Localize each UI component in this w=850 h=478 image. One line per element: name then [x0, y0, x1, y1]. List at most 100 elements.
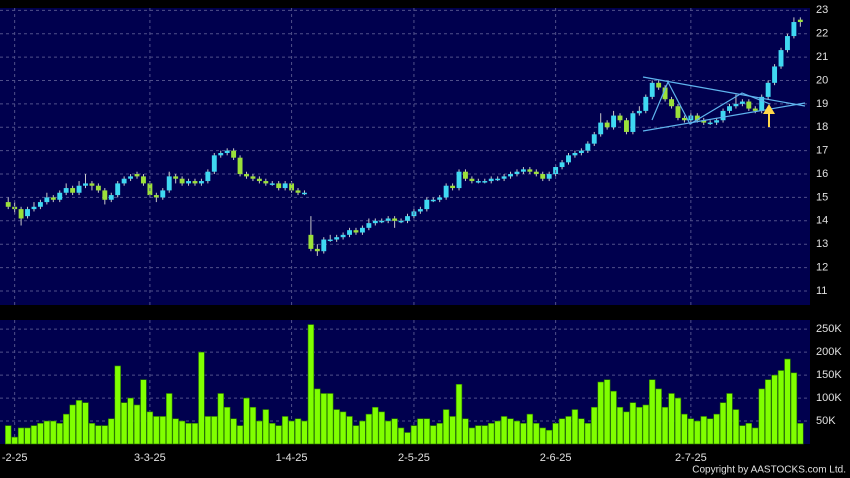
volume-bar — [642, 404, 649, 445]
y-tick-label: 14 — [816, 215, 828, 227]
candle-body — [456, 171, 462, 189]
x-tick-label: 2-5-25 — [398, 452, 430, 464]
candle-body — [630, 113, 636, 132]
candle-body — [347, 230, 352, 235]
candle-body — [720, 110, 726, 121]
volume-bar — [5, 425, 12, 445]
y-tick-label: 50K — [816, 415, 836, 427]
y-tick-label: 250K — [816, 323, 842, 335]
candle-body — [398, 220, 404, 223]
volume-bar — [552, 423, 559, 445]
candle-body — [121, 178, 127, 184]
volume-bar — [172, 418, 179, 445]
candle-body — [37, 202, 43, 207]
volume-bar — [50, 420, 57, 445]
y-tick-label: 20 — [816, 74, 828, 86]
candle-body — [656, 82, 662, 88]
volume-bar — [269, 423, 276, 445]
candle-body — [533, 171, 539, 175]
candle-body — [694, 115, 700, 121]
candle-body — [385, 218, 391, 221]
y-tick-label: 200K — [816, 346, 842, 358]
volume-bar — [681, 413, 688, 445]
candle-body — [469, 178, 475, 182]
candle-body — [256, 178, 262, 182]
candle-body — [25, 209, 30, 217]
volume-bar — [294, 418, 302, 445]
volume-bar — [153, 416, 160, 445]
candle-body — [250, 176, 256, 179]
volume-bar — [281, 416, 289, 445]
volume-bar — [82, 402, 89, 445]
candle-body — [727, 106, 732, 111]
volume-bar — [17, 427, 25, 445]
candle-body — [636, 110, 642, 114]
x-tick-label: -2-25 — [2, 452, 28, 464]
volume-bar — [771, 374, 778, 445]
candle-body — [392, 218, 398, 221]
candle-body — [443, 185, 449, 198]
candle-body — [624, 120, 629, 132]
x-tick-label: 2-6-25 — [540, 452, 572, 464]
candle-body — [752, 108, 758, 111]
candle-body — [585, 143, 591, 151]
candle-body — [50, 197, 56, 200]
volume-bar — [43, 420, 51, 445]
volume-bar — [500, 416, 508, 445]
candle-body — [495, 178, 501, 181]
candle-body — [430, 199, 436, 202]
volume-bar — [539, 427, 546, 445]
candle-body — [643, 96, 649, 111]
volume-bar — [597, 381, 604, 445]
volume-bar — [365, 413, 373, 445]
candle-body — [244, 174, 249, 177]
candle-body — [739, 101, 745, 104]
candle-body — [572, 152, 578, 156]
y-tick-label: 100K — [816, 392, 842, 404]
volume-bar — [339, 411, 347, 445]
candle-body — [488, 178, 494, 182]
candle-body — [591, 134, 597, 144]
candle-body — [179, 178, 185, 184]
y-tick-label: 19 — [816, 98, 828, 110]
volume-bar — [784, 358, 791, 445]
candle-body — [192, 181, 198, 184]
candle-body — [617, 115, 623, 121]
volume-bar — [488, 423, 495, 445]
candle-body — [83, 183, 88, 186]
candle-body — [276, 183, 282, 189]
volume-bar — [327, 393, 334, 445]
volume-bar — [75, 400, 83, 445]
candle-body — [205, 171, 211, 182]
candle-body — [475, 181, 481, 183]
candle-body — [166, 176, 172, 191]
volume-bar — [37, 423, 44, 445]
candle-body — [611, 115, 617, 128]
volume-bar — [185, 423, 192, 445]
volume-bar — [726, 393, 733, 445]
volume-bar — [752, 427, 759, 445]
volume-bar — [494, 420, 501, 445]
candle-body — [153, 195, 159, 198]
candle-body — [759, 96, 765, 111]
candle-body — [353, 230, 359, 233]
candle-body — [514, 171, 520, 175]
volume-bar — [430, 425, 437, 445]
candle-body — [508, 174, 513, 177]
candle-body — [559, 162, 565, 168]
volume-bar — [578, 418, 585, 445]
volume-bar — [69, 404, 76, 445]
candle-body — [321, 239, 327, 252]
price-panel — [0, 8, 810, 305]
volume-bar — [217, 393, 224, 445]
volume-bar — [95, 425, 102, 445]
candle-body — [282, 183, 288, 189]
volume-bar — [591, 406, 598, 445]
arrow — [763, 104, 775, 127]
candle-body — [546, 174, 552, 179]
volume-bar — [211, 416, 218, 445]
candle-body — [102, 190, 108, 200]
volume-bar — [88, 423, 96, 445]
zigzag — [651, 80, 771, 125]
y-tick-label: 15 — [816, 191, 828, 203]
